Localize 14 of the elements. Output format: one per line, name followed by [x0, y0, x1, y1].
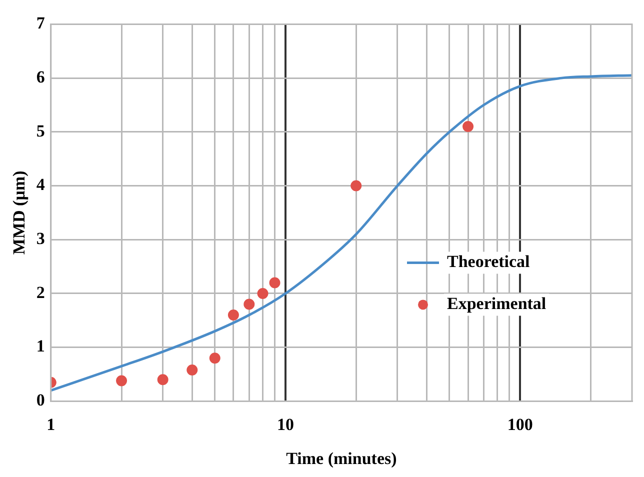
y-tick-label: 5 — [36, 121, 45, 140]
legend-label: Experimental — [447, 294, 546, 314]
y-axis-title: MMD (µm) — [10, 170, 29, 255]
y-tick-label: 1 — [36, 336, 45, 356]
y-tick-label: 7 — [36, 14, 46, 33]
y-tick-label: 3 — [36, 229, 45, 248]
y-tick-label: 6 — [36, 67, 45, 86]
x-tick-label: 100 — [507, 414, 533, 434]
legend-label: Theoretical — [447, 252, 530, 272]
x-axis-title: Time (minutes) — [286, 449, 397, 468]
y-tick-label: 2 — [36, 282, 45, 302]
y-tick-label: 4 — [36, 175, 46, 194]
x-tick-label: 10 — [276, 414, 294, 434]
y-tick-label: 0 — [36, 390, 45, 410]
